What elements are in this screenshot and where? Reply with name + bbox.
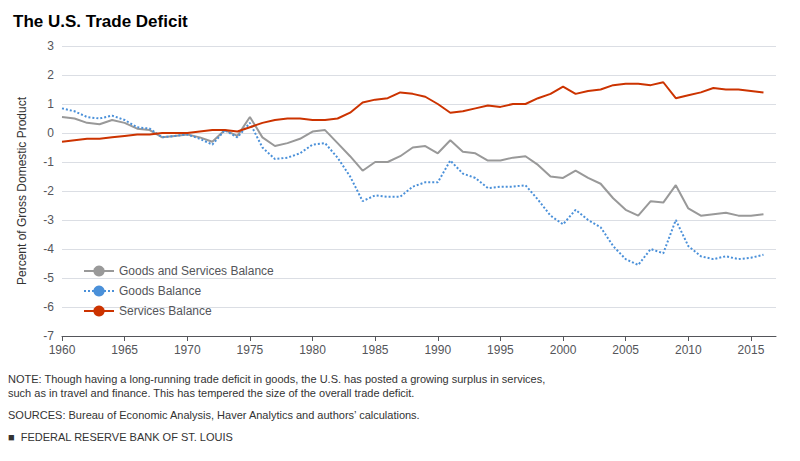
- svg-text:3: 3: [47, 39, 54, 53]
- svg-text:-6: -6: [43, 300, 54, 314]
- svg-text:Goods and Services Balance: Goods and Services Balance: [119, 264, 274, 278]
- svg-text:1985: 1985: [362, 343, 389, 357]
- svg-text:-1: -1: [43, 155, 54, 169]
- svg-text:2: 2: [47, 68, 54, 82]
- svg-text:Services Balance: Services Balance: [119, 304, 212, 318]
- svg-text:1995: 1995: [487, 343, 514, 357]
- svg-text:-4: -4: [43, 242, 54, 256]
- svg-text:1980: 1980: [299, 343, 326, 357]
- svg-text:SOURCES: Bureau of Economic An: SOURCES: Bureau of Economic Analysis, Ha…: [8, 409, 420, 421]
- svg-text:2000: 2000: [550, 343, 577, 357]
- svg-text:1: 1: [47, 97, 54, 111]
- svg-text:The U.S. Trade Deficit: The U.S. Trade Deficit: [13, 12, 188, 31]
- svg-text:2015: 2015: [738, 343, 765, 357]
- svg-text:1975: 1975: [237, 343, 264, 357]
- svg-text:1965: 1965: [111, 343, 138, 357]
- svg-text:-7: -7: [43, 329, 54, 343]
- svg-text:Goods Balance: Goods Balance: [119, 284, 201, 298]
- svg-text:1970: 1970: [174, 343, 201, 357]
- svg-text:0: 0: [47, 126, 54, 140]
- svg-text:2005: 2005: [612, 343, 639, 357]
- svg-text:■ FEDERAL RESERVE BANK OF ST.: ■ FEDERAL RESERVE BANK OF ST. LOUIS: [8, 431, 233, 443]
- svg-text:Percent of Gross Domestic Prod: Percent of Gross Domestic Product: [15, 96, 29, 285]
- svg-text:-5: -5: [43, 271, 54, 285]
- svg-text:NOTE: Though having a long-run: NOTE: Though having a long-running trade…: [8, 373, 545, 385]
- svg-text:-3: -3: [43, 213, 54, 227]
- svg-text:2010: 2010: [675, 343, 702, 357]
- svg-text:-2: -2: [43, 184, 54, 198]
- svg-text:such as in travel and finance.: such as in travel and finance. This has …: [8, 387, 414, 399]
- svg-text:1960: 1960: [49, 343, 76, 357]
- svg-text:1990: 1990: [424, 343, 451, 357]
